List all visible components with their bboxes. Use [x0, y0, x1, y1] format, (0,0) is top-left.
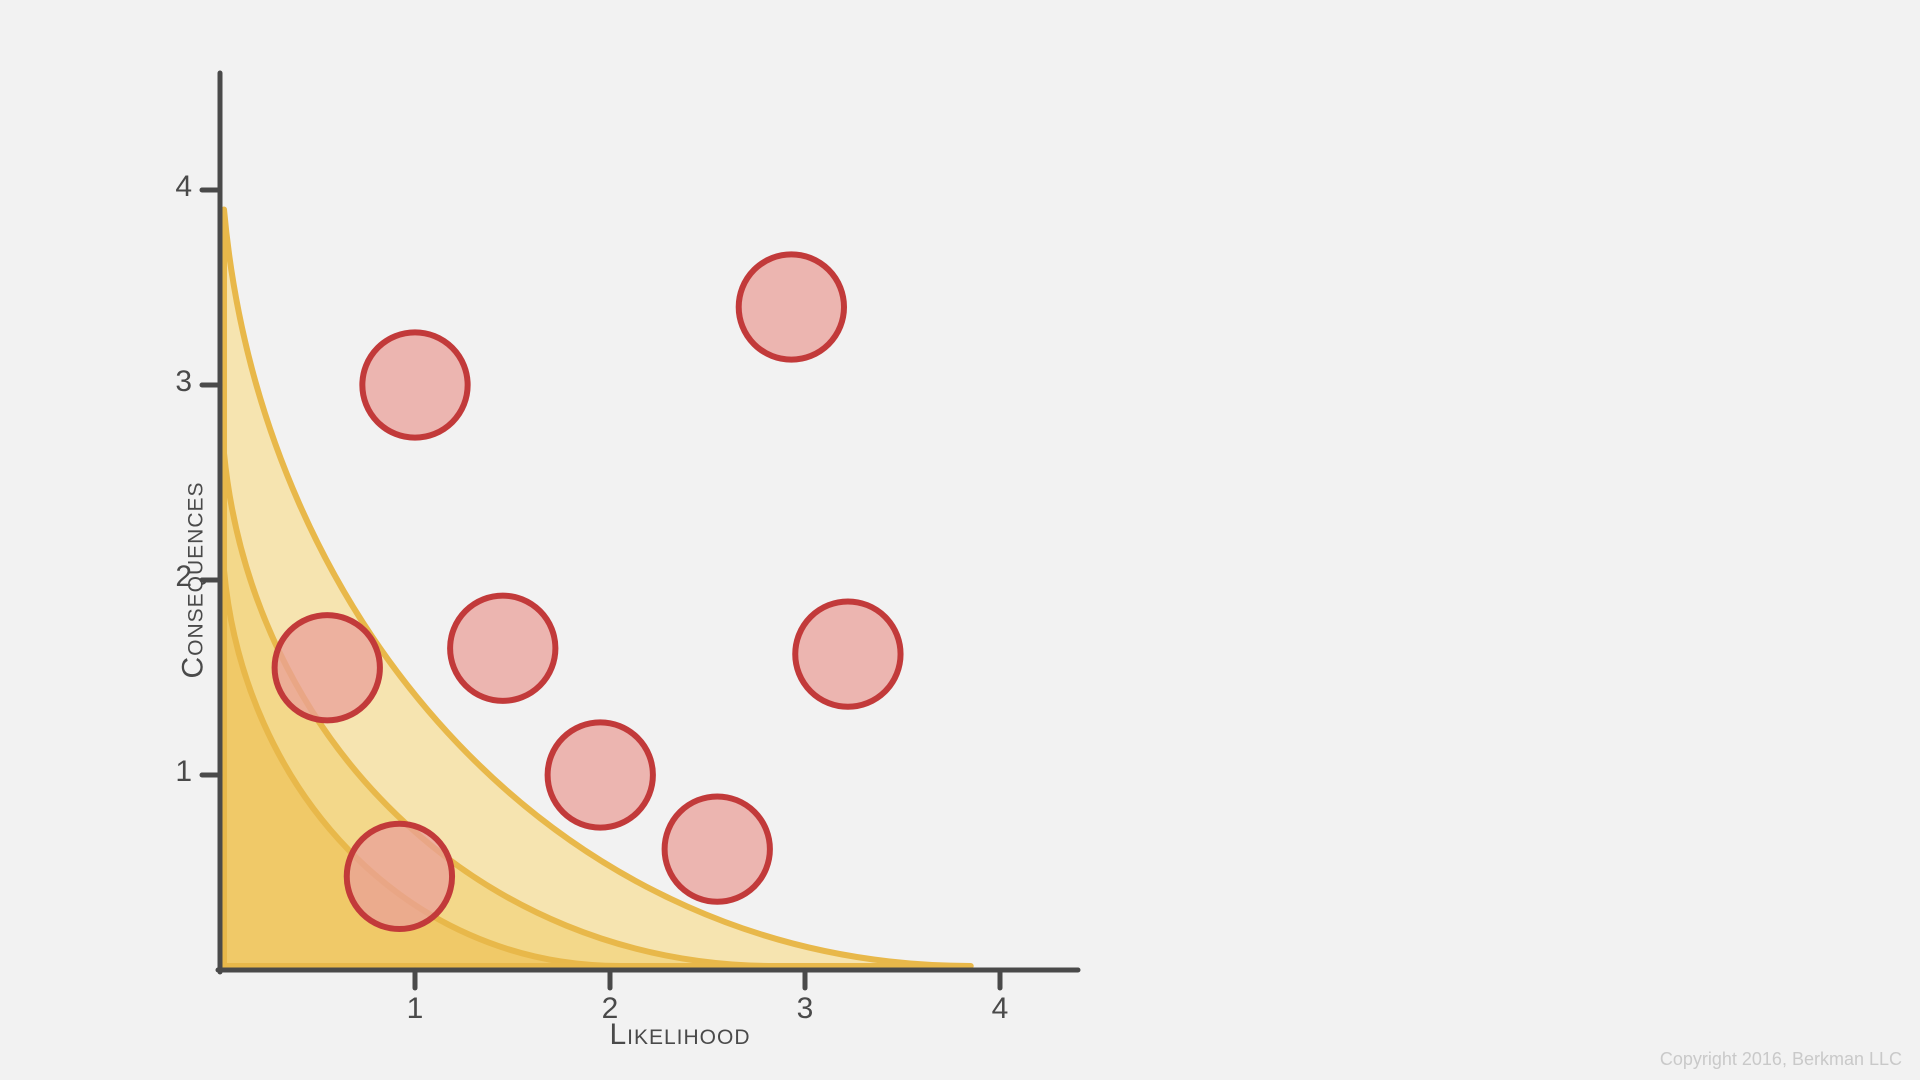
x-tick-label: 3 — [790, 992, 820, 1026]
chart-container: Consequences Likelihood 1234 1234 Copyri… — [0, 0, 1920, 1080]
copyright-text: Copyright 2016, Berkman LLC — [1660, 1049, 1902, 1070]
risk-bubble — [548, 722, 653, 827]
x-tick-label: 4 — [985, 992, 1015, 1026]
y-tick-label: 1 — [162, 755, 192, 789]
y-tick-label: 2 — [162, 560, 192, 594]
y-tick-label: 4 — [162, 170, 192, 204]
risk-bubble — [275, 615, 380, 720]
risk-bubble — [450, 596, 555, 701]
x-axis-label: Likelihood — [530, 1018, 830, 1052]
risk-bubble — [347, 824, 452, 929]
risk-bubble — [739, 254, 844, 359]
risk-bubble — [362, 332, 467, 437]
risk-chart — [0, 0, 1920, 1080]
risk-bubble — [795, 601, 900, 706]
x-tick-label: 2 — [595, 992, 625, 1026]
x-tick-label: 1 — [400, 992, 430, 1026]
y-tick-label: 3 — [162, 365, 192, 399]
risk-bubble — [665, 796, 770, 901]
